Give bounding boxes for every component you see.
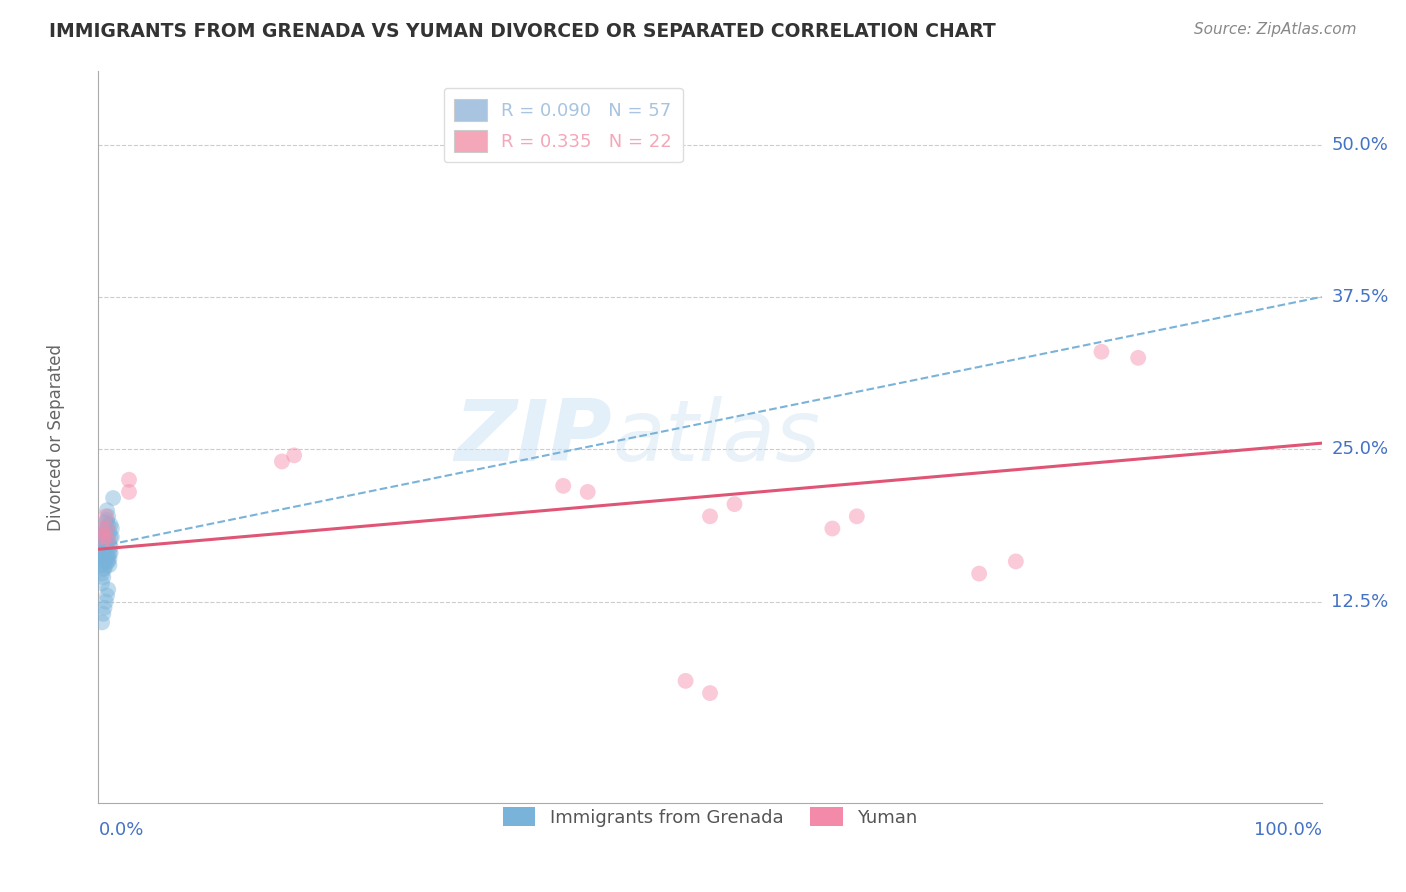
Point: [94, 537, 117, 551]
Point: [101, 491, 124, 505]
Point: [94, 516, 117, 530]
Text: atlas: atlas: [612, 395, 820, 479]
Point: [98, 525, 121, 540]
Point: [1128, 351, 1150, 365]
Point: [94, 594, 117, 608]
Point: [1090, 344, 1112, 359]
Point: [96, 549, 118, 564]
Point: [553, 479, 575, 493]
Point: [91, 576, 114, 591]
Point: [699, 686, 721, 700]
Text: 25.0%: 25.0%: [1331, 441, 1389, 458]
Point: [90, 558, 112, 573]
Point: [98, 537, 121, 551]
Point: [94, 533, 117, 548]
Point: [91, 566, 114, 581]
Text: 100.0%: 100.0%: [1254, 821, 1322, 839]
Point: [96, 533, 118, 548]
Point: [97, 554, 120, 568]
Point: [94, 525, 117, 540]
Point: [94, 509, 117, 524]
Text: 12.5%: 12.5%: [1331, 592, 1389, 611]
Point: [91, 533, 114, 548]
Text: IMMIGRANTS FROM GRENADA VS YUMAN DIVORCED OR SEPARATED CORRELATION CHART: IMMIGRANTS FROM GRENADA VS YUMAN DIVORCE…: [49, 22, 995, 41]
Point: [675, 673, 697, 688]
Point: [97, 582, 120, 597]
Point: [93, 562, 115, 576]
Point: [96, 513, 118, 527]
Point: [93, 549, 115, 564]
Point: [576, 485, 599, 500]
Point: [118, 485, 141, 500]
Point: [118, 473, 141, 487]
Point: [100, 517, 122, 532]
Point: [98, 558, 121, 573]
Point: [100, 546, 122, 560]
Point: [101, 521, 124, 535]
Point: [283, 448, 305, 462]
Point: [100, 530, 122, 544]
Point: [91, 527, 114, 541]
Point: [98, 546, 121, 560]
Point: [91, 546, 114, 560]
Point: [96, 503, 118, 517]
Point: [91, 540, 114, 554]
Point: [97, 530, 120, 544]
Point: [93, 527, 115, 541]
Point: [91, 552, 114, 566]
Point: [93, 537, 115, 551]
Point: [93, 521, 115, 535]
Point: [699, 509, 721, 524]
Point: [94, 542, 117, 557]
Text: 50.0%: 50.0%: [1331, 136, 1388, 153]
Point: [96, 589, 118, 603]
Point: [97, 549, 120, 564]
Point: [1004, 554, 1026, 568]
Point: [93, 554, 115, 568]
Point: [100, 540, 122, 554]
Point: [98, 552, 121, 566]
Point: [94, 558, 117, 573]
Point: [91, 533, 114, 548]
Point: [91, 615, 114, 630]
Point: [96, 554, 118, 568]
Point: [91, 549, 114, 564]
Point: [91, 521, 114, 535]
Text: 37.5%: 37.5%: [1331, 288, 1389, 306]
Point: [821, 521, 844, 535]
Text: ZIP: ZIP: [454, 395, 612, 479]
Point: [91, 570, 114, 584]
Point: [723, 497, 745, 511]
Point: [93, 600, 115, 615]
Point: [96, 521, 118, 535]
Point: [90, 533, 112, 548]
Point: [101, 530, 124, 544]
Point: [93, 542, 115, 557]
Point: [91, 607, 114, 621]
Text: Source: ZipAtlas.com: Source: ZipAtlas.com: [1194, 22, 1357, 37]
Point: [97, 542, 120, 557]
Point: [97, 533, 120, 548]
Point: [94, 552, 117, 566]
Point: [91, 562, 114, 576]
Point: [97, 509, 120, 524]
Point: [845, 509, 868, 524]
Point: [91, 542, 114, 557]
Text: 0.0%: 0.0%: [98, 821, 143, 839]
Point: [93, 530, 115, 544]
Point: [96, 521, 118, 535]
Text: Divorced or Separated: Divorced or Separated: [46, 343, 65, 531]
Point: [967, 566, 990, 581]
Point: [97, 517, 120, 532]
Point: [270, 454, 294, 468]
Legend: Immigrants from Grenada, Yuman: Immigrants from Grenada, Yuman: [495, 800, 925, 834]
